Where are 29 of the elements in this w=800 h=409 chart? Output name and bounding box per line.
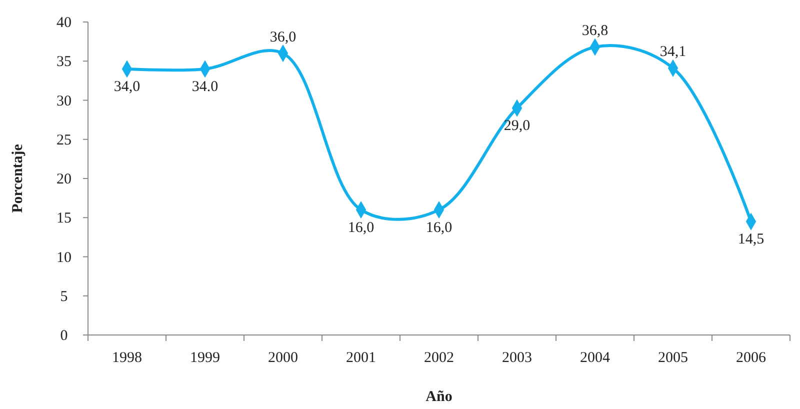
x-tick-label: 1998 <box>112 350 142 366</box>
data-label: 34,0 <box>114 78 140 95</box>
x-tick-label: 2003 <box>502 350 532 366</box>
y-tick-label: 15 <box>56 210 72 227</box>
x-tick-label: 2005 <box>658 350 688 366</box>
x-tick-label: 2004 <box>580 350 610 366</box>
data-label: 34,1 <box>660 44 686 60</box>
x-tick-label: 2002 <box>424 350 454 366</box>
x-tick-label: 2001 <box>346 350 376 366</box>
y-tick-label: 25 <box>56 132 72 148</box>
x-tick-label: 2000 <box>268 350 298 366</box>
data-label: 14,5 <box>738 232 764 248</box>
y-tick-label: 35 <box>56 54 72 70</box>
y-tick-label: 40 <box>56 15 72 31</box>
data-label: 16,0 <box>426 220 452 236</box>
x-axis-title: Año <box>426 389 452 405</box>
y-tick-label: 30 <box>56 93 72 110</box>
y-tick-label: 5 <box>60 288 68 305</box>
y-tick-label: 0 <box>60 328 68 344</box>
y-tick-label: 20 <box>56 172 72 188</box>
x-tick-label: 2006 <box>736 350 766 366</box>
x-tick-label: 1999 <box>190 350 220 366</box>
data-label: 29,0 <box>504 118 530 134</box>
y-axis-title: Porcentaje <box>10 144 26 213</box>
y-tick-label: 10 <box>56 250 72 266</box>
data-label: 34.0 <box>192 78 218 95</box>
data-label: 36,8 <box>582 23 608 40</box>
data-label: 16,0 <box>348 220 374 236</box>
data-label: 36,0 <box>270 29 296 46</box>
